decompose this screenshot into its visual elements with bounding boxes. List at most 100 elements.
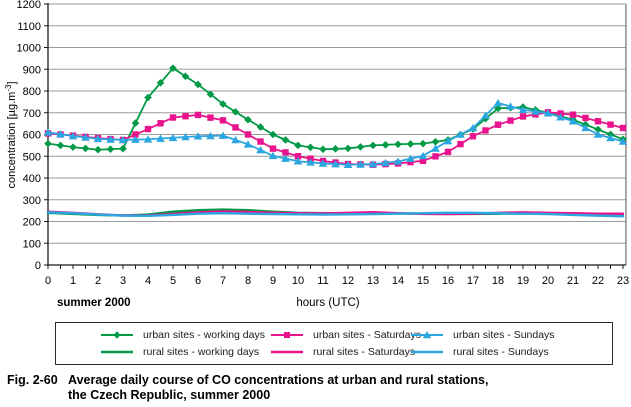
co-concentration-chart: 0100200300400500600700800900100011001200… (4, 0, 629, 309)
marker-square (132, 131, 139, 138)
marker-square (207, 114, 214, 121)
caption-line-1: Average daily course of CO concentration… (68, 373, 489, 387)
legend-item: urban sites - Saturdays (270, 328, 421, 342)
legend-column: urban sites - Sundays rural sites - Sunda… (410, 323, 555, 364)
x-tick-label: 4 (145, 275, 151, 287)
marker-triangle (518, 105, 528, 114)
legend-swatch-square (271, 332, 303, 338)
marker-triangle (106, 135, 115, 143)
chart-legend: urban sites - working days rural sites - … (55, 322, 613, 365)
marker-triangle (568, 117, 578, 125)
y-axis: 0 100 200 300 400 500 600 700 800 900 1000 1100 1200 (17, 0, 48, 272)
marker-diamond (244, 115, 252, 124)
marker-square (582, 114, 589, 122)
y-tick-label: 500 (23, 151, 41, 163)
x-tick-label: 19 (517, 275, 529, 287)
series-rural-sites-sundays (46, 211, 625, 218)
x-tick-label: 14 (392, 275, 404, 287)
marker-diamond (156, 79, 165, 87)
marker-diamond (119, 144, 127, 153)
marker-triangle (443, 137, 453, 145)
marker-square (619, 124, 627, 132)
marker-diamond (281, 136, 290, 144)
legend-item: rural sites - Saturdays (270, 345, 421, 359)
gridlines (48, 3, 626, 244)
x-tick-label: 1 (70, 275, 76, 287)
marker-diamond (94, 145, 102, 154)
marker-square (507, 117, 514, 124)
legend-label: urban sites - Saturdays (313, 329, 421, 341)
marker-triangle (456, 130, 465, 138)
marker-square (419, 157, 427, 165)
figure-caption: Fig. 2-60 Average daily course of CO con… (7, 373, 488, 403)
marker-triangle (231, 135, 240, 144)
x-tick-label: 10 (292, 275, 304, 287)
x-axis-title: hours (UTC) (296, 297, 359, 309)
marker-triangle (406, 154, 415, 162)
marker-diamond (381, 141, 390, 149)
marker-square (494, 121, 502, 128)
x-tick-label: 21 (567, 275, 579, 287)
marker-diamond (81, 144, 90, 153)
legend-item: rural sites - Sundays (410, 345, 555, 359)
marker-triangle (593, 130, 603, 138)
marker-diamond (231, 108, 240, 116)
marker-triangle (481, 111, 490, 119)
legend-item: rural sites - working days (100, 345, 265, 359)
legend-label: rural sites - working days (143, 346, 260, 358)
marker-square (244, 131, 252, 138)
y-title-close: ] (6, 81, 18, 84)
marker-diamond (306, 143, 315, 152)
x-tick-label: 2 (95, 275, 101, 287)
marker-triangle (268, 151, 278, 160)
legend-swatch-diamond (101, 331, 133, 339)
marker-diamond (219, 100, 227, 108)
y-tick-label: 1200 (17, 0, 41, 11)
x-axis-note: summer 2000 (57, 297, 131, 309)
marker-square (294, 153, 302, 160)
marker-triangle (368, 160, 378, 168)
legend-column: urban sites - Saturdays rural sites - Sat… (270, 323, 421, 364)
marker-triangle (181, 133, 190, 141)
x-axis: 0 1 2 3 4 5 6 7 8 9 10 11 12 13 14 15 16 17 18 19 20 21 22 23 (45, 265, 629, 287)
marker-square (182, 113, 189, 120)
marker-triangle (331, 160, 340, 168)
legend-label: urban sites - working days (143, 329, 265, 341)
y-title-sup: -3 (4, 84, 13, 92)
marker-square (444, 148, 452, 156)
x-tick-label: 15 (417, 275, 429, 287)
marker-triangle (143, 135, 153, 143)
marker-triangle (168, 133, 178, 142)
legend-label: rural sites - Sundays (453, 346, 549, 358)
marker-square (519, 113, 527, 120)
y-tick-label: 1100 (17, 21, 41, 33)
marker-square (594, 118, 602, 125)
x-tick-label: 5 (170, 275, 176, 287)
marker-square (457, 140, 464, 148)
y-tick-label: 1000 (17, 43, 41, 55)
y-tick-label: 800 (23, 86, 41, 98)
marker-diamond (144, 93, 152, 102)
marker-triangle (306, 158, 315, 166)
y-tick-label: 100 (23, 238, 41, 250)
x-tick-label: 7 (220, 275, 226, 287)
legend-swatch-none (101, 350, 133, 354)
marker-triangle (256, 146, 265, 154)
marker-diamond (356, 143, 365, 151)
series-line (46, 211, 625, 218)
marker-triangle (381, 158, 390, 167)
marker-square (482, 127, 489, 134)
marker-triangle (356, 160, 365, 168)
marker-square (157, 120, 164, 127)
marker-triangle (531, 107, 540, 115)
x-tick-label: 17 (467, 275, 479, 287)
y-tick-label: 600 (23, 130, 41, 142)
marker-triangle (393, 157, 403, 165)
figure-number: Fig. 2-60 (7, 373, 58, 387)
x-tick-label: 23 (617, 275, 629, 287)
marker-diamond (131, 119, 140, 127)
marker-diamond (269, 130, 277, 139)
marker-diamond (294, 141, 302, 150)
marker-diamond (494, 104, 502, 113)
marker-triangle (343, 160, 353, 169)
